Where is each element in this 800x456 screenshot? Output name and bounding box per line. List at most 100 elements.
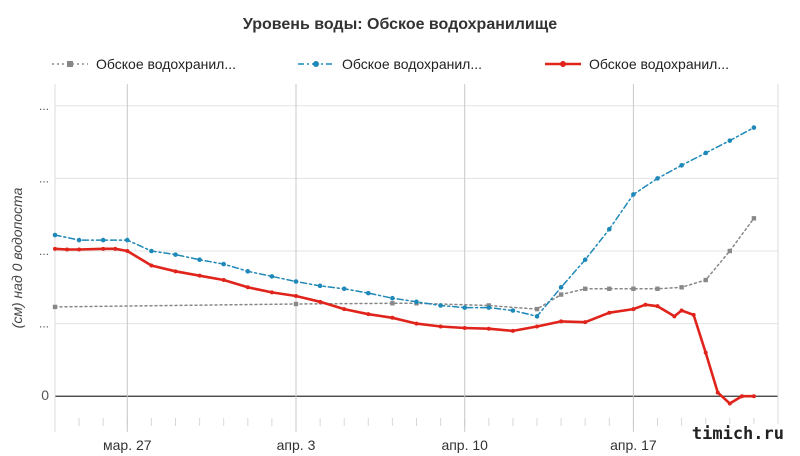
- series-3-point[interactable]: [510, 328, 515, 333]
- series-3-point[interactable]: [643, 302, 648, 307]
- series-2-point[interactable]: [52, 232, 58, 238]
- series-1-point[interactable]: [607, 286, 612, 291]
- series-3-point[interactable]: [739, 394, 744, 399]
- series-3-point[interactable]: [462, 325, 467, 330]
- y-tick-label: ...: [39, 317, 49, 331]
- series-2-point[interactable]: [341, 286, 347, 292]
- series-3-point[interactable]: [607, 310, 612, 315]
- series-1-point[interactable]: [293, 301, 299, 307]
- series-1-point[interactable]: [703, 277, 708, 283]
- series-2-point[interactable]: [679, 163, 684, 168]
- series-1-point[interactable]: [583, 286, 588, 291]
- series-3-point[interactable]: [318, 299, 323, 304]
- series-2-point[interactable]: [293, 279, 299, 284]
- y-tick-label: ...: [39, 244, 49, 258]
- series-2-point[interactable]: [390, 295, 395, 301]
- series-2-point[interactable]: [317, 283, 323, 289]
- series-3-point[interactable]: [173, 269, 178, 274]
- series-2-point[interactable]: [125, 237, 130, 243]
- series-3-point[interactable]: [703, 350, 708, 355]
- series-2-point[interactable]: [607, 226, 612, 232]
- series-3-point[interactable]: [535, 324, 539, 329]
- series-3-point[interactable]: [77, 247, 82, 252]
- series-1-point[interactable]: [534, 306, 540, 312]
- series-3-point[interactable]: [113, 246, 118, 251]
- series-3-point[interactable]: [149, 263, 154, 268]
- series-3-point[interactable]: [559, 319, 564, 324]
- series-3-point[interactable]: [65, 247, 70, 252]
- series-2-point[interactable]: [76, 237, 82, 243]
- series-line-3[interactable]: [53, 247, 756, 405]
- series-2-point[interactable]: [462, 305, 468, 310]
- series-3-point[interactable]: [125, 249, 130, 253]
- series-3-point[interactable]: [727, 401, 732, 406]
- series-3-point[interactable]: [414, 321, 419, 326]
- series-1-point[interactable]: [751, 216, 757, 221]
- series-2-point[interactable]: [727, 138, 733, 143]
- x-tick-label: апр. 17: [610, 437, 657, 453]
- series-2-point[interactable]: [197, 257, 202, 263]
- series-3-point[interactable]: [679, 308, 684, 313]
- legend-swatch-solid-line-icon: [545, 61, 581, 67]
- series-3-point[interactable]: [269, 290, 274, 295]
- series-3-point[interactable]: [715, 390, 720, 395]
- legend-label-series-2: Обское водохранил...: [342, 56, 483, 72]
- series-2-point[interactable]: [100, 237, 106, 243]
- series-2-point[interactable]: [486, 305, 492, 310]
- series-3-point[interactable]: [53, 246, 57, 251]
- series-line-1[interactable]: [54, 217, 755, 310]
- series-2-point[interactable]: [582, 257, 588, 263]
- series-3-point[interactable]: [197, 273, 202, 278]
- series-2-point[interactable]: [438, 303, 443, 308]
- series-3-point[interactable]: [366, 312, 371, 317]
- y-tick-label: 0: [41, 387, 49, 403]
- series-3-point[interactable]: [655, 304, 660, 309]
- series-2-point[interactable]: [631, 192, 636, 197]
- series-2-point[interactable]: [221, 261, 226, 267]
- legend-label-series-3: Обское водохранил...: [589, 56, 730, 72]
- series-3-point[interactable]: [691, 312, 696, 317]
- series-1-point[interactable]: [558, 292, 564, 297]
- series-2-point[interactable]: [366, 290, 371, 296]
- series-2-point[interactable]: [245, 269, 251, 274]
- series-3-point[interactable]: [583, 320, 588, 325]
- series-2-point[interactable]: [269, 274, 275, 279]
- series-3-point[interactable]: [390, 315, 395, 320]
- series-3-point[interactable]: [221, 278, 226, 283]
- series-3-point[interactable]: [486, 326, 491, 331]
- legend-item-series-1[interactable]: Обское водохранил...: [52, 52, 236, 76]
- series-1-point[interactable]: [52, 304, 58, 310]
- chart-title: Уровень воды: Обское водохранилище: [242, 16, 558, 33]
- chart-legend: Обское водохранил... Обское водохранил..…: [0, 52, 800, 76]
- series-3-point[interactable]: [672, 314, 677, 319]
- legend-item-series-2[interactable]: Обское водохранил...: [298, 52, 482, 76]
- legend-item-series-3[interactable]: Обское водохранил...: [545, 52, 729, 76]
- series-1-point[interactable]: [390, 301, 395, 306]
- series-3-point[interactable]: [631, 307, 636, 312]
- series-3-point[interactable]: [438, 324, 443, 329]
- series-2-point[interactable]: [414, 299, 419, 305]
- series-2-point[interactable]: [655, 176, 660, 181]
- series-1-point[interactable]: [631, 286, 636, 291]
- series-2-point[interactable]: [173, 252, 178, 257]
- x-tick-label: апр. 10: [441, 437, 488, 453]
- series-2-point[interactable]: [510, 308, 516, 313]
- series-3-point[interactable]: [294, 294, 298, 299]
- series-3-point[interactable]: [342, 307, 347, 312]
- x-tick-label: апр. 3: [277, 437, 316, 453]
- series-1-point[interactable]: [679, 285, 684, 290]
- series-1-point[interactable]: [727, 248, 732, 254]
- legend-swatch-dashdot-line-icon: [298, 61, 334, 67]
- series-2-point[interactable]: [149, 248, 154, 254]
- series-1-point[interactable]: [655, 286, 660, 291]
- watermark: timich.ru: [689, 424, 786, 444]
- series-line-2[interactable]: [54, 126, 755, 318]
- series-2-point[interactable]: [703, 150, 708, 156]
- y-axis-label: (см) над 0 водопоста: [9, 187, 25, 328]
- series-3-point[interactable]: [101, 246, 106, 251]
- series-2-point[interactable]: [534, 314, 540, 319]
- series-3-point[interactable]: [245, 285, 250, 290]
- series-2-point[interactable]: [751, 125, 757, 130]
- series-3-point[interactable]: [751, 394, 756, 399]
- series-2-point[interactable]: [558, 285, 564, 290]
